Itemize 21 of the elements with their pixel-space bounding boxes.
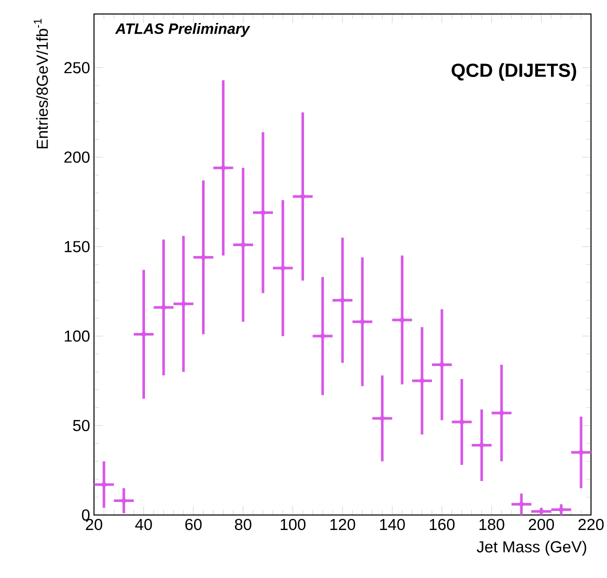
x-axis-title: Jet Mass (GeV) [476, 540, 586, 556]
x-tick-label: 140 [380, 518, 405, 530]
x-tick-label: 180 [480, 518, 504, 530]
y-tick-label: 200 [64, 152, 90, 163]
x-tick-label: 100 [280, 518, 306, 530]
y-axis-title: Entries/8GeV/1fb$^{-1}$ [34, 18, 48, 148]
y-tick-label: 150 [64, 240, 90, 252]
x-tick-label: 160 [430, 518, 455, 530]
x-tick-label: 20 [86, 518, 102, 530]
y-tick-label: 0 [82, 509, 90, 521]
x-tick-label: 220 [578, 518, 604, 530]
annotation: QCD (DIJETS) [452, 63, 576, 81]
y-tick-label: 100 [64, 330, 90, 342]
x-tick-label: 80 [234, 518, 252, 530]
x-tick-label: 60 [185, 518, 202, 530]
y-tick-label: 50 [73, 420, 90, 432]
x-tick-label: 200 [528, 518, 554, 530]
x-tick-label: 120 [330, 518, 356, 530]
annotation: ATLAS Preliminary [115, 23, 250, 37]
y-tick-label: 250 [64, 62, 90, 74]
x-tick-label: 40 [135, 518, 152, 530]
